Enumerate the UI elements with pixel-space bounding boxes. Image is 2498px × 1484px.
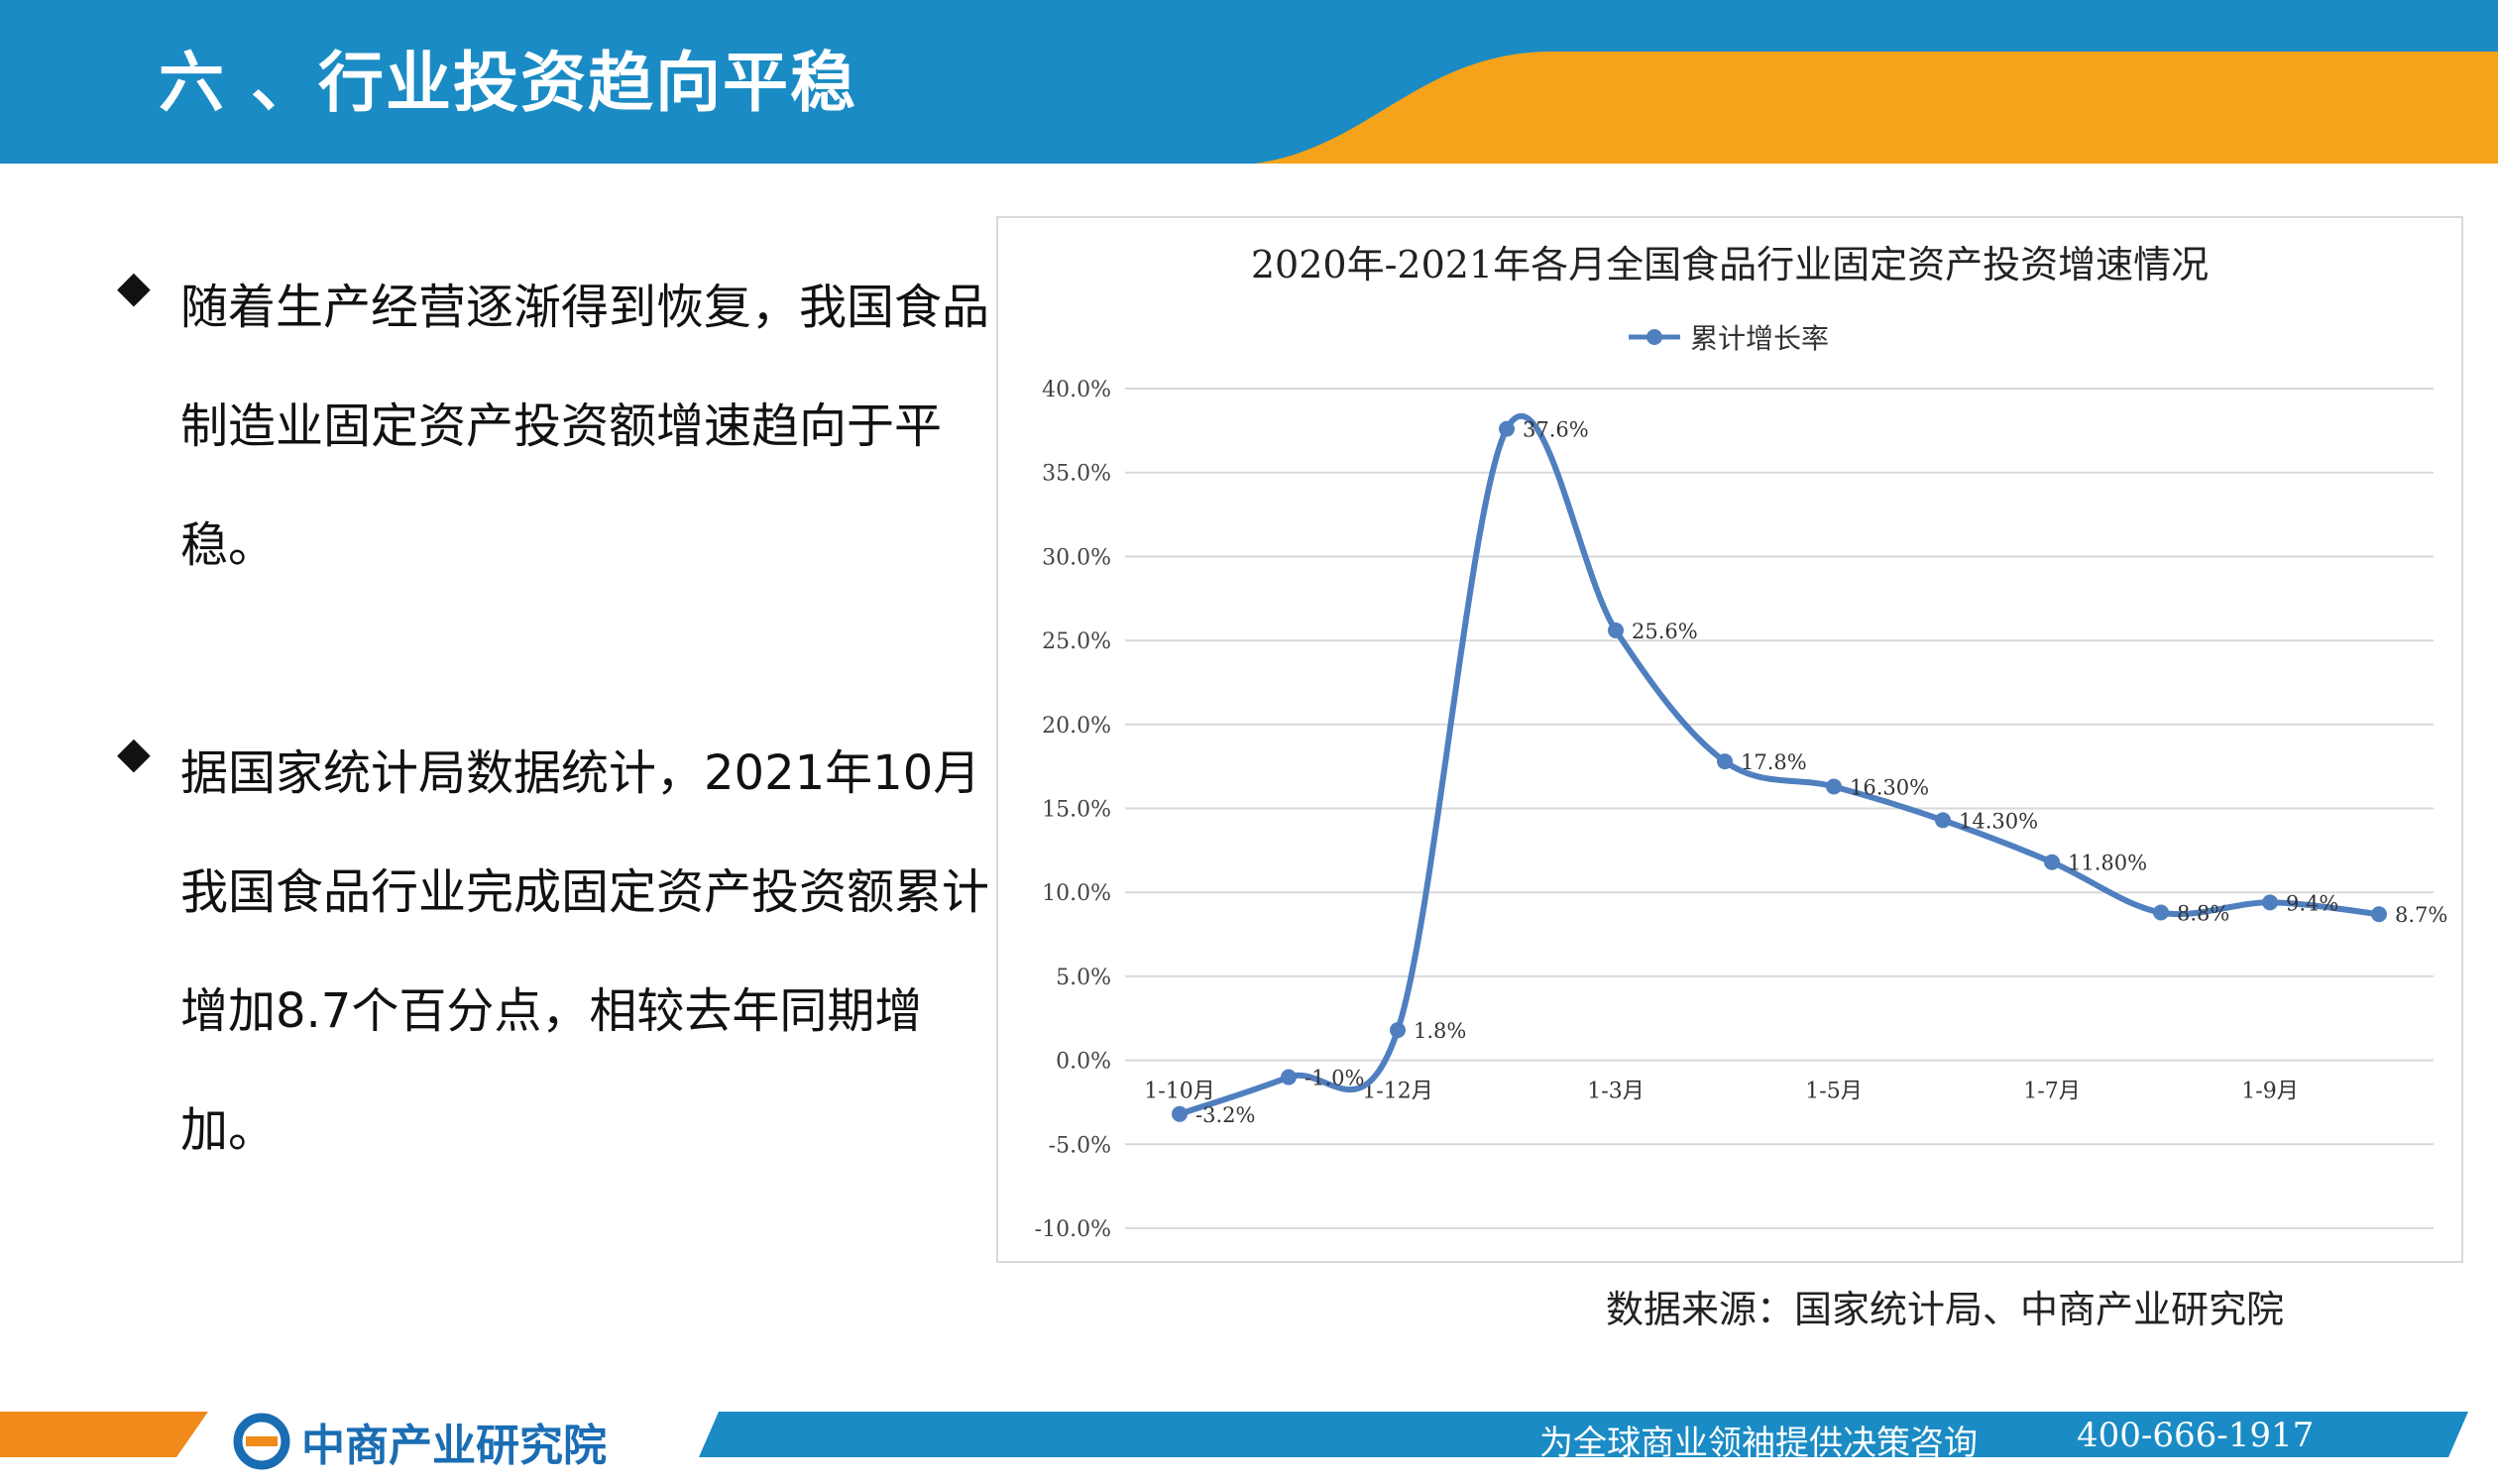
chart-title: 2020年-2021年各月全国食品行业固定资产投资增速情况 (1251, 243, 2209, 286)
data-label: 37.6% (1523, 418, 1589, 442)
series-points (1172, 420, 2387, 1122)
chart-legend: 累计增长率 (1629, 322, 1829, 355)
data-point (1390, 1022, 1406, 1039)
y-tick-label: 15.0% (1042, 798, 1111, 823)
data-label: 17.8% (1741, 750, 1807, 774)
data-point (2153, 904, 2169, 921)
y-tick-label: 25.0% (1042, 629, 1111, 654)
x-tick-label: 1-10月 (1144, 1080, 1214, 1104)
bullet-text: 随着生产经营逐渐得到恢复，我国食品制造业固定资产投资额增速趋向于平稳。 (180, 280, 990, 573)
data-point (2371, 906, 2387, 923)
bullet-item: ◆ 随着生产经营逐渐得到恢复，我国食品制造业固定资产投资额增速趋向于平稳。 (117, 248, 989, 605)
footer-bar (0, 1406, 2498, 1484)
bullet-item: ◆ 据国家统计局数据统计，2021年10月我国食品行业完成固定资产投资额累计增加… (117, 714, 989, 1190)
x-tick-label: 1-7月 (2023, 1080, 2080, 1104)
footer-slogan: 为全球商业领袖提供决策咨询 (1539, 1424, 1978, 1463)
y-tick-label: 40.0% (1042, 378, 1111, 402)
data-point (1935, 812, 1951, 829)
chart-gridlines (1125, 388, 2434, 1229)
line-chart: 2020年-2021年各月全国食品行业固定资产投资增速情况 累计增长率 40.0… (1035, 243, 2448, 1242)
data-label: 8.8% (2177, 902, 2229, 926)
y-tick-label: 35.0% (1042, 462, 1111, 487)
x-tick-label: 1-9月 (2241, 1080, 2298, 1104)
legend-marker-icon (1646, 329, 1662, 345)
data-point (1826, 778, 1842, 795)
y-tick-label: 5.0% (1056, 966, 1111, 990)
bullet-text: 据国家统计局数据统计，2021年10月我国食品行业完成固定资产投资额累计增加8.… (180, 745, 990, 1158)
data-label: 8.7% (2395, 903, 2447, 927)
footer-phone: 400-666-1917 (2077, 1416, 2315, 1455)
y-axis-ticks: 40.0% 35.0% 30.0% 25.0% 20.0% 15.0% 10.0% 5.0% 0… (1035, 378, 1111, 1242)
diamond-bullet-icon: ◆ (117, 262, 151, 312)
x-tick-label: 1-12月 (1362, 1080, 1432, 1104)
header-background (0, 0, 2498, 164)
data-label: 25.6% (1632, 620, 1698, 643)
x-tick-label: 1-5月 (1805, 1080, 1862, 1104)
y-tick-label: -5.0% (1049, 1133, 1111, 1158)
data-label: 11.80% (2068, 852, 2147, 875)
y-tick-label: -10.0% (1035, 1217, 1111, 1242)
y-tick-label: 10.0% (1042, 881, 1111, 906)
data-point (1717, 753, 1733, 770)
y-tick-label: 20.0% (1042, 714, 1111, 739)
data-point (2044, 854, 2060, 870)
data-label: -1.0% (1305, 1067, 1364, 1090)
data-source: 数据来源：国家统计局、中商产业研究院 (1606, 1288, 2285, 1331)
diamond-bullet-icon: ◆ (117, 728, 151, 778)
company-logo: 中商产业研究院 (232, 1410, 607, 1473)
x-tick-label: 1-3月 (1587, 1080, 1644, 1104)
footer-background (0, 1412, 2468, 1457)
legend-label: 累计增长率 (1690, 322, 1829, 355)
page-title: 六 、行业投资趋向平稳 (159, 45, 857, 121)
data-label: 14.30% (1959, 809, 2038, 833)
logo-icon (233, 1413, 290, 1470)
bullet-list: ◆ 随着生产经营逐渐得到恢复，我国食品制造业固定资产投资额增速趋向于平稳。 ◆ … (117, 248, 989, 1299)
data-point (2262, 894, 2278, 911)
y-tick-label: 30.0% (1042, 545, 1111, 570)
header-banner (0, 0, 2498, 164)
data-label: 16.30% (1850, 775, 1929, 799)
data-label: 9.4% (2286, 891, 2338, 915)
data-point (1608, 622, 1624, 638)
x-axis-ticks: 1-10月 1-12月 1-3月 1-5月 1-7月 1-9月 (1144, 1080, 2298, 1104)
data-labels: -3.2% -1.0% 1.8% 37.6% 25.6% 17.8% 16.30% 14.30… (1195, 418, 2447, 1127)
data-label: 1.8% (1414, 1019, 1466, 1043)
y-tick-label: 0.0% (1056, 1050, 1111, 1075)
data-point (1172, 1105, 1188, 1122)
chart-frame (996, 216, 2463, 1263)
data-point (1281, 1069, 1297, 1085)
data-label: -3.2% (1195, 1103, 1255, 1127)
logo-text: 中商产业研究院 (301, 1421, 607, 1471)
data-point (1499, 420, 1515, 437)
series-line (1179, 412, 2380, 1117)
